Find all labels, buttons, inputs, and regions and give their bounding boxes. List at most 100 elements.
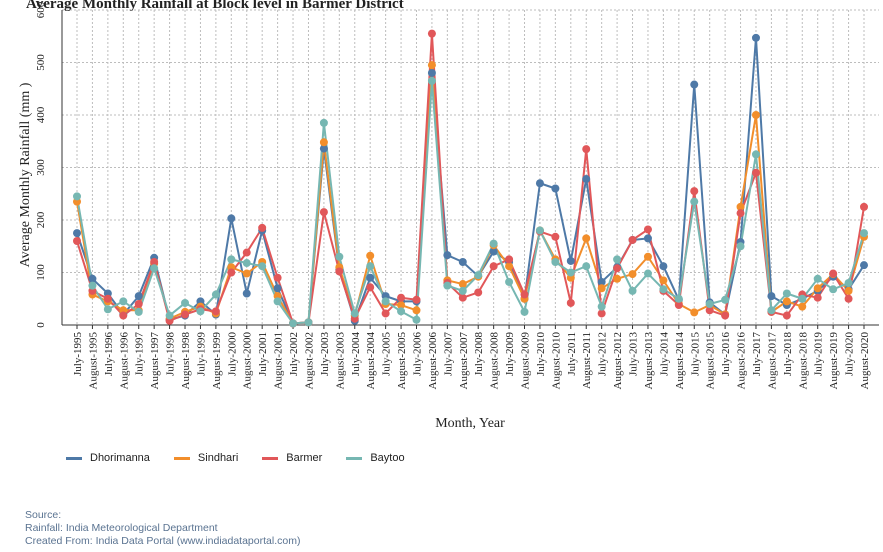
data-point-baytoo[interactable] [73, 192, 81, 201]
data-point-barmer[interactable] [103, 294, 112, 303]
data-point-baytoo[interactable] [273, 297, 282, 306]
data-point-sindhari[interactable] [427, 61, 436, 70]
data-point-barmer[interactable] [705, 306, 714, 315]
data-point-baytoo[interactable] [319, 118, 328, 127]
data-point-barmer[interactable] [751, 168, 760, 177]
data-point-barmer[interactable] [335, 267, 344, 276]
data-point-sindhari[interactable] [782, 297, 791, 306]
data-point-barmer[interactable] [566, 298, 575, 307]
data-point-barmer[interactable] [643, 225, 652, 234]
data-point-sindhari[interactable] [643, 252, 652, 261]
data-point-baytoo[interactable] [211, 290, 220, 299]
data-point-barmer[interactable] [427, 29, 436, 38]
data-point-baytoo[interactable] [443, 281, 452, 290]
data-point-sindhari[interactable] [690, 308, 699, 317]
data-point-dhorimanna[interactable] [551, 184, 560, 193]
data-point-baytoo[interactable] [335, 252, 344, 261]
data-point-barmer[interactable] [381, 309, 390, 318]
data-point-barmer[interactable] [829, 269, 838, 278]
data-point-sindhari[interactable] [613, 274, 622, 283]
data-point-baytoo[interactable] [427, 76, 436, 85]
data-point-sindhari[interactable] [813, 284, 822, 293]
data-point-sindhari[interactable] [659, 276, 668, 285]
data-point-barmer[interactable] [458, 293, 467, 302]
data-point-barmer[interactable] [782, 311, 791, 320]
data-point-baytoo[interactable] [597, 302, 606, 311]
data-point-barmer[interactable] [150, 258, 159, 266]
data-point-baytoo[interactable] [242, 259, 251, 268]
data-point-baytoo[interactable] [458, 286, 467, 295]
data-point-baytoo[interactable] [289, 319, 298, 328]
data-point-baytoo[interactable] [782, 289, 791, 298]
data-point-dhorimanna[interactable] [458, 258, 467, 266]
data-point-baytoo[interactable] [798, 294, 807, 303]
data-point-dhorimanna[interactable] [88, 274, 97, 283]
data-point-dhorimanna[interactable] [366, 273, 375, 282]
data-point-barmer[interactable] [813, 293, 822, 302]
data-point-barmer[interactable] [860, 202, 868, 211]
data-point-baytoo[interactable] [181, 298, 190, 307]
data-point-dhorimanna[interactable] [597, 277, 606, 286]
data-point-barmer[interactable] [582, 145, 591, 154]
data-point-baytoo[interactable] [150, 264, 159, 273]
data-point-barmer[interactable] [273, 273, 282, 282]
data-point-sindhari[interactable] [505, 262, 514, 271]
data-point-baytoo[interactable] [860, 229, 868, 238]
data-point-barmer[interactable] [520, 290, 529, 299]
data-point-baytoo[interactable] [196, 307, 205, 316]
data-point-barmer[interactable] [366, 283, 375, 292]
data-point-baytoo[interactable] [844, 279, 853, 287]
data-point-barmer[interactable] [489, 262, 498, 271]
data-point-barmer[interactable] [319, 208, 328, 217]
data-point-sindhari[interactable] [242, 269, 251, 278]
data-point-baytoo[interactable] [165, 311, 174, 320]
data-point-barmer[interactable] [227, 268, 236, 277]
data-point-sindhari[interactable] [397, 301, 406, 310]
data-point-dhorimanna[interactable] [690, 80, 699, 89]
data-point-baytoo[interactable] [366, 262, 375, 271]
data-point-sindhari[interactable] [366, 251, 375, 260]
data-point-dhorimanna[interactable] [767, 292, 776, 301]
data-point-baytoo[interactable] [412, 315, 421, 324]
data-point-barmer[interactable] [721, 311, 730, 320]
data-point-dhorimanna[interactable] [73, 229, 81, 238]
data-point-barmer[interactable] [119, 311, 128, 320]
data-point-barmer[interactable] [628, 235, 637, 244]
data-point-barmer[interactable] [211, 307, 220, 316]
legend-item-dhorimanna[interactable]: Dhorimanna [66, 452, 150, 464]
data-point-sindhari[interactable] [597, 284, 606, 293]
data-point-sindhari[interactable] [844, 286, 853, 295]
data-point-baytoo[interactable] [227, 255, 236, 264]
data-point-dhorimanna[interactable] [319, 144, 328, 153]
data-point-barmer[interactable] [505, 255, 514, 264]
data-point-dhorimanna[interactable] [443, 251, 452, 260]
data-point-baytoo[interactable] [474, 271, 483, 280]
data-point-dhorimanna[interactable] [659, 262, 668, 271]
legend-item-baytoo[interactable]: Baytoo [346, 452, 405, 464]
data-point-sindhari[interactable] [736, 202, 745, 211]
data-point-baytoo[interactable] [829, 285, 838, 294]
data-point-dhorimanna[interactable] [427, 69, 436, 77]
data-point-barmer[interactable] [73, 237, 81, 245]
data-point-barmer[interactable] [551, 232, 560, 241]
data-point-baytoo[interactable] [397, 307, 406, 316]
data-point-sindhari[interactable] [628, 270, 637, 279]
data-point-barmer[interactable] [613, 264, 622, 273]
data-point-barmer[interactable] [597, 309, 606, 318]
data-point-sindhari[interactable] [458, 280, 467, 289]
data-point-barmer[interactable] [674, 301, 683, 310]
data-point-baytoo[interactable] [628, 286, 637, 295]
data-point-baytoo[interactable] [350, 309, 359, 318]
data-point-baytoo[interactable] [705, 300, 714, 308]
data-point-sindhari[interactable] [751, 111, 760, 119]
data-point-dhorimanna[interactable] [582, 175, 591, 184]
data-point-barmer[interactable] [242, 248, 251, 257]
data-point-baytoo[interactable] [381, 297, 390, 306]
data-point-barmer[interactable] [474, 288, 483, 297]
data-point-baytoo[interactable] [643, 269, 652, 278]
data-point-sindhari[interactable] [582, 234, 591, 243]
data-point-baytoo[interactable] [674, 294, 683, 303]
data-point-barmer[interactable] [844, 294, 853, 303]
data-point-baytoo[interactable] [690, 197, 699, 206]
data-point-dhorimanna[interactable] [242, 289, 251, 298]
